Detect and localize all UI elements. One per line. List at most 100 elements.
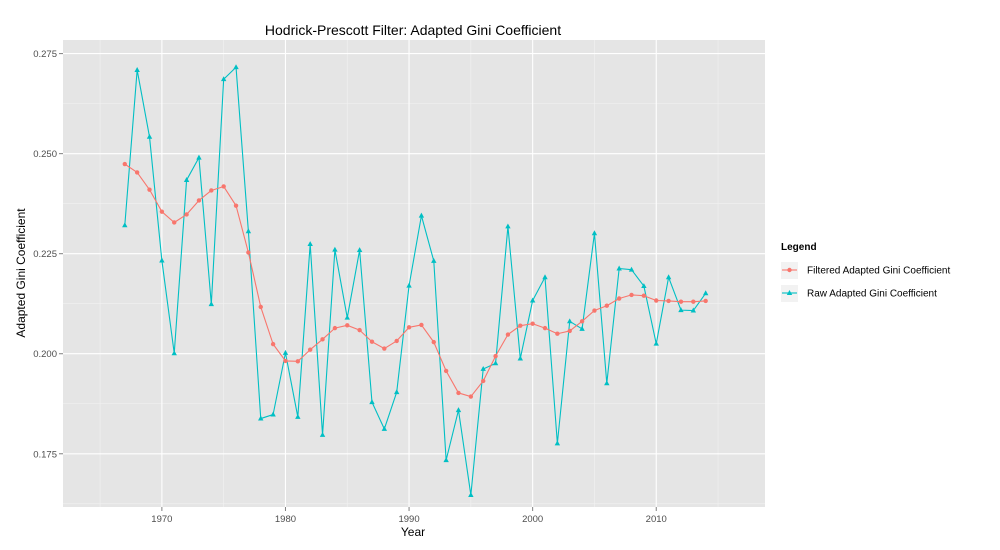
data-point [220,76,227,82]
data-point [567,328,572,334]
legend-title: Legend [781,242,817,253]
data-point [209,188,214,193]
chart-title: Hodrick-Prescott Filter: Adapted Gini Co… [265,22,561,38]
data-point [332,246,338,252]
data-point [208,301,215,307]
x-axis: 1970 1980 1990 2000 2010 [151,507,667,525]
y-tick-label: 0.250 [33,149,57,160]
series-filtered [122,161,708,399]
series-line [124,66,707,496]
y-tick-label: 0.200 [33,349,57,360]
legend-key-marker [787,267,792,273]
data-point [641,283,647,289]
data-point [629,292,634,298]
data-point [604,380,610,386]
data-point [258,415,264,421]
data-point [172,220,177,225]
data-point [654,298,659,303]
data-point [468,394,474,399]
data-point [690,307,697,313]
data-point [418,212,425,218]
data-point [196,154,202,160]
data-point [233,203,239,208]
data-point [134,170,140,175]
data-point [406,325,412,330]
data-point [592,308,597,313]
data-point [678,307,684,313]
data-point [381,425,388,431]
data-point [616,265,622,271]
data-point [628,266,635,272]
data-point [703,298,708,304]
legend-entry: Raw Adapted Gini Coefficient [781,285,937,302]
y-axis-title: Adapted Gini Coefficient [14,208,28,338]
data-point [653,340,659,346]
legend-label: Filtered Adapted Gini Coefficient [807,266,950,277]
legend: Legend Filtered Adapted Gini Coefficient… [781,242,950,302]
plot-panel [63,40,765,507]
data-point [518,323,523,328]
x-tick-label: 1990 [398,514,419,525]
data-point [282,349,289,355]
data-point [245,228,252,234]
data-point [357,327,362,333]
data-point [184,212,189,217]
data-point [307,241,313,247]
data-point [431,339,436,345]
data-point [702,290,709,296]
data-point [666,298,671,304]
data-point [443,457,449,463]
data-point [492,360,499,366]
x-tick-label: 2010 [646,514,667,525]
data-point [394,338,399,344]
legend-key-marker [786,290,793,295]
data-point [455,407,462,413]
data-point [665,274,672,280]
data-point [320,337,325,342]
data-point [134,67,140,72]
data-point [406,282,412,288]
data-point [344,314,350,320]
data-point [233,64,239,70]
data-point [221,184,226,189]
data-point [159,257,165,263]
data-point [332,325,338,331]
data-point [183,177,190,183]
data-point [122,161,127,167]
data-point [382,346,387,351]
data-point [567,318,573,324]
data-point [691,299,696,304]
data-point [481,378,486,384]
data-point [554,440,561,446]
data-point [579,325,585,331]
data-point [246,250,251,255]
data-point [529,297,536,303]
y-tick-label: 0.225 [33,249,57,260]
y-axis: 0.175 0.200 0.225 0.250 0.275 [33,49,63,460]
data-point [542,274,548,280]
data-point [356,247,363,253]
data-point [345,323,350,328]
x-tick-label: 1970 [151,514,172,525]
data-point [542,325,548,331]
data-point [283,358,288,364]
data-point [517,355,523,361]
data-point [419,322,424,328]
x-tick-label: 1980 [275,514,296,525]
y-tick-label: 0.275 [33,49,57,60]
data-point [468,491,474,497]
x-tick-label: 2000 [522,514,543,525]
data-point [159,209,165,214]
data-point [493,353,498,359]
data-point [456,390,461,396]
data-point [270,411,276,417]
series-raw [122,64,709,497]
data-point [443,368,449,374]
data-point [530,321,535,326]
data-point [393,389,400,395]
grid-minor [63,40,765,507]
data-point [122,222,128,228]
y-tick-label: 0.175 [33,449,57,460]
data-point [295,413,301,419]
